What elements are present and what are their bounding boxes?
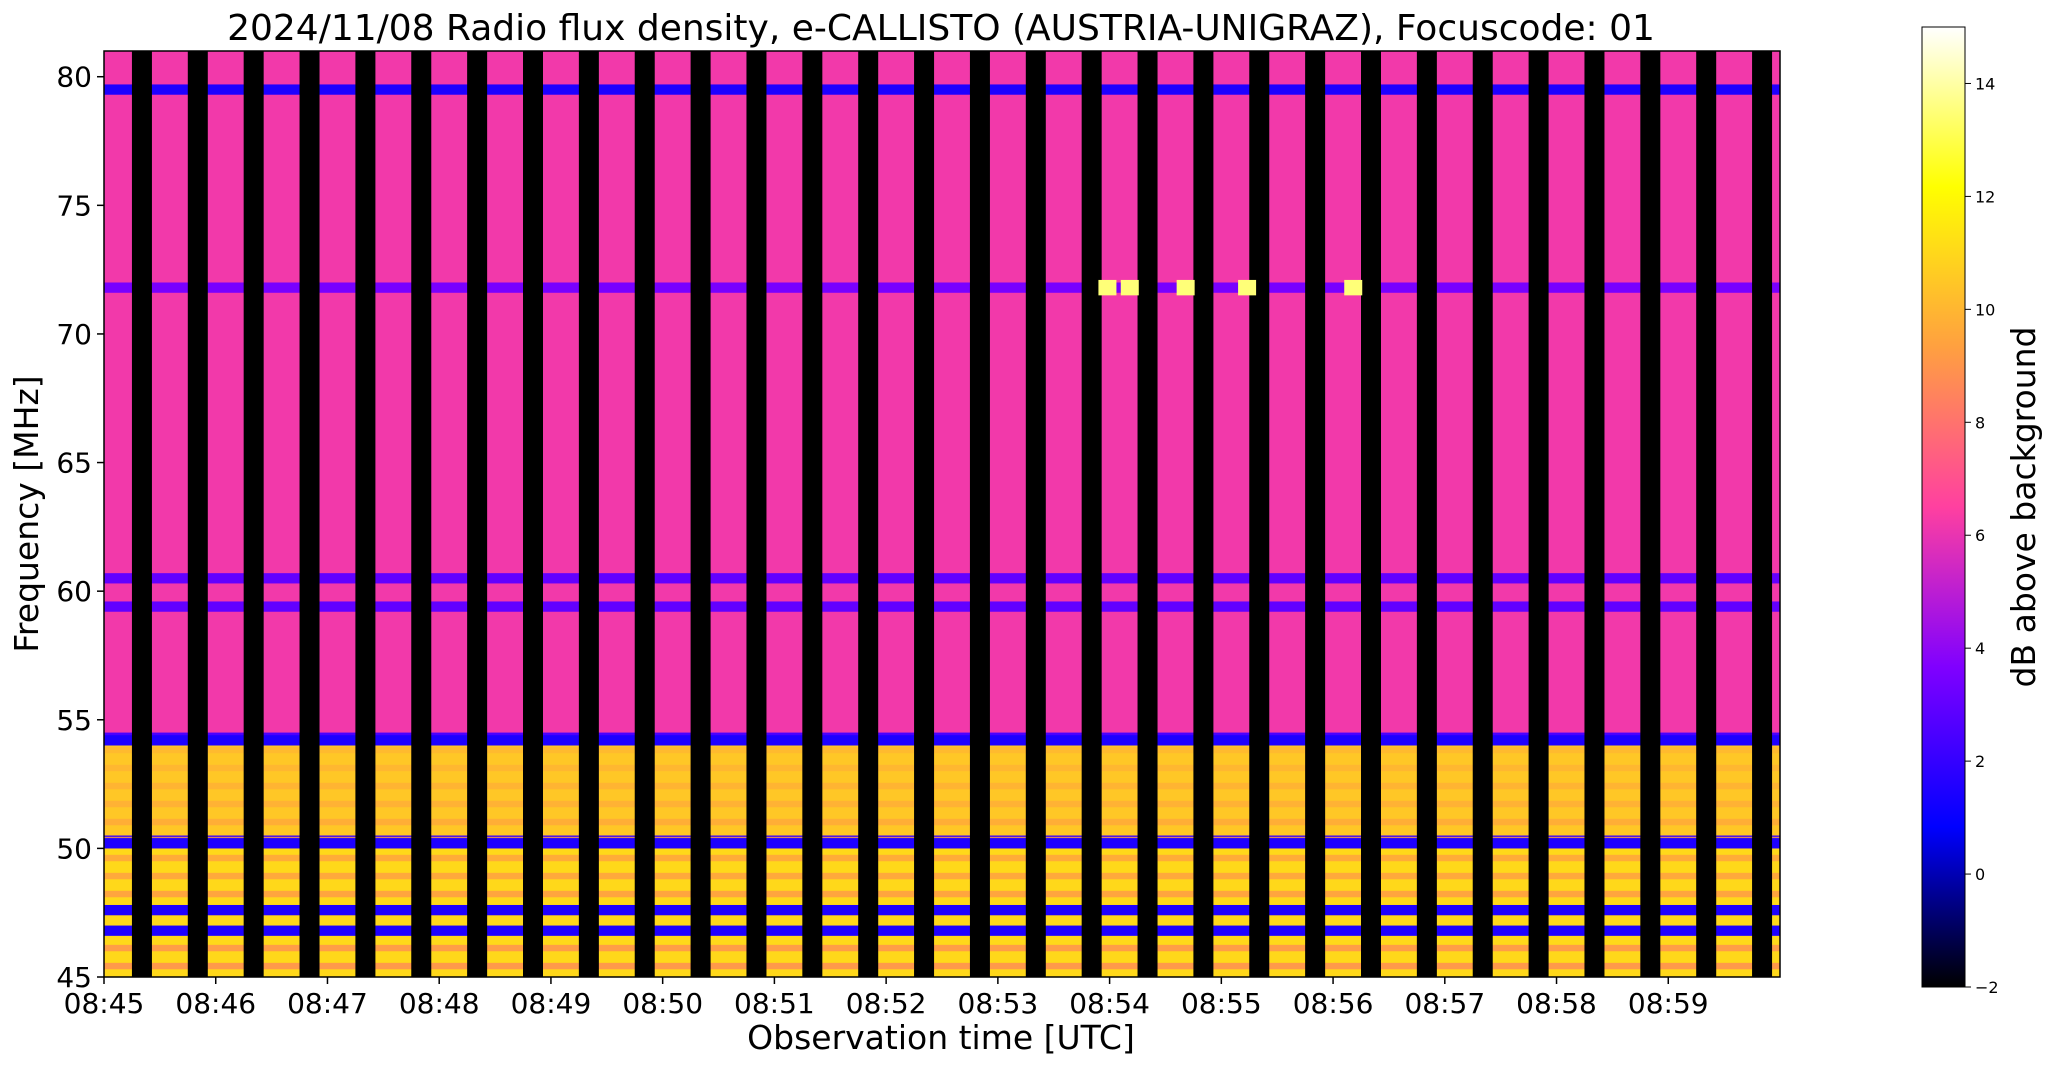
dropout-gap [746, 51, 767, 977]
band-stripe [104, 854, 1780, 862]
x-tick-label: 08:45 [64, 987, 145, 1020]
dropout-gap [634, 51, 655, 977]
y-tick-label: 75 [56, 189, 92, 222]
burst-mark [1344, 279, 1363, 296]
colorbar-tick-label: 4 [1975, 639, 1985, 658]
x-tick-label: 08:48 [399, 987, 480, 1020]
x-tick-label: 08:57 [1404, 987, 1485, 1020]
colorbar-gradient [1921, 26, 1966, 988]
y-axis: 45 50 55 60 65 70 75 80 [56, 61, 104, 994]
dropout-gap [1640, 51, 1661, 977]
interference-line [104, 573, 1780, 584]
colorbar: −2 0 2 4 6 8 10 12 14 dB above background [1921, 26, 2043, 997]
dropout-gap [1584, 51, 1605, 977]
x-tick-label: 08:56 [1293, 987, 1374, 1020]
band-stripe [104, 782, 1780, 790]
x-tick-label: 08:47 [287, 987, 368, 1020]
dropout-gap [1752, 51, 1773, 977]
dropout-gap [411, 51, 432, 977]
x-tick-label: 08:59 [1628, 987, 1709, 1020]
dropout-gap [969, 51, 990, 977]
dropout-gap [1472, 51, 1493, 977]
dropout-gap [858, 51, 879, 977]
y-axis-label: Frequency [MHz] [7, 375, 46, 652]
y-tick-label: 60 [56, 575, 92, 608]
dropout-gap [914, 51, 935, 977]
dropout-gap [802, 51, 823, 977]
colorbar-tick-label: 0 [1975, 865, 1985, 884]
dropout-gap [1249, 51, 1270, 977]
colorbar-tick-label: 8 [1975, 413, 1985, 432]
x-tick-label: 08:54 [1069, 987, 1150, 1020]
interference-line [104, 601, 1780, 612]
dropout-gap [467, 51, 488, 977]
interference-line [104, 904, 1780, 916]
x-axis-label: Observation time [UTC] [747, 1018, 1135, 1057]
colorbar-tick-label: 2 [1975, 752, 1985, 771]
interference-line [104, 282, 1780, 293]
colorbar-tick-label: 6 [1975, 526, 1985, 545]
x-tick-label: 08:51 [734, 987, 815, 1020]
plot-area [104, 51, 1780, 977]
burst-mark [1176, 279, 1195, 296]
band-stripe [104, 764, 1780, 772]
band-stripe [104, 890, 1780, 898]
dropout-gap [1305, 51, 1326, 977]
dropout-gap [1137, 51, 1158, 977]
band-stripe [104, 746, 1780, 754]
plot-frame [103, 50, 1781, 978]
x-tick-label: 08:58 [1516, 987, 1597, 1020]
band-stripe [104, 818, 1780, 826]
x-axis: 08:45 08:46 08:47 08:48 08:49 08:50 08:51 08:52… [64, 977, 1709, 1020]
interference-line [104, 735, 1780, 746]
burst-mark [1120, 279, 1139, 296]
burst-mark [1098, 279, 1117, 296]
band-stripe [104, 962, 1780, 970]
colorbar-ticks: −2 0 2 4 6 8 10 12 14 [1965, 74, 1999, 997]
interference-line [104, 925, 1780, 936]
x-tick-label: 08:52 [846, 987, 927, 1020]
dropout-gap [523, 51, 543, 977]
y-tick-label: 50 [56, 832, 92, 865]
colorbar-tick-label: 10 [1975, 300, 1995, 319]
y-tick-label: 45 [56, 961, 92, 994]
band-stripe [104, 800, 1780, 808]
dropout-gap [1081, 51, 1102, 977]
dropout-gap [1025, 51, 1046, 977]
dropout-gap [1696, 51, 1717, 977]
dropout-gap [1416, 51, 1437, 977]
dropout-gap [131, 51, 152, 977]
dropout-gap [187, 51, 208, 977]
colorbar-tick-label: 12 [1975, 187, 1995, 206]
colorbar-tick-label: −2 [1975, 978, 1999, 997]
interference-line [104, 84, 1780, 95]
dropout-gap [1528, 51, 1549, 977]
dropout-gap [578, 51, 599, 977]
colorbar-label: dB above background [2004, 327, 2043, 688]
interference-line [104, 838, 1780, 849]
dropout-gap [1361, 51, 1381, 977]
chart-title: 2024/11/08 Radio flux density, e-CALLIST… [227, 8, 1655, 49]
dropout-gap [355, 51, 376, 977]
y-tick-label: 70 [56, 318, 92, 351]
band-stripe [104, 872, 1780, 880]
heatmap-cells [104, 51, 1780, 977]
dropout-gap [1193, 51, 1214, 977]
x-tick-label: 08:53 [958, 987, 1039, 1020]
dropout-gap [243, 51, 264, 977]
x-tick-label: 08:50 [622, 987, 703, 1020]
dropout-gap [690, 51, 711, 977]
y-tick-label: 55 [56, 704, 92, 737]
x-tick-label: 08:55 [1181, 987, 1262, 1020]
x-tick-label: 08:46 [175, 987, 256, 1020]
y-tick-label: 65 [56, 447, 92, 480]
x-tick-label: 08:49 [511, 987, 592, 1020]
band-stripe [104, 944, 1780, 952]
y-tick-label: 80 [56, 61, 92, 94]
colorbar-tick-label: 14 [1975, 74, 1995, 93]
burst-mark [1238, 279, 1257, 296]
frequency-band [104, 51, 1780, 733]
dropout-gap [299, 51, 320, 977]
